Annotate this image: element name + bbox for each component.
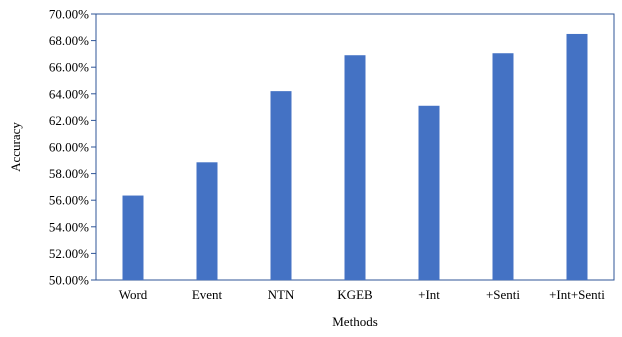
y-tick-label: 52.00%	[49, 246, 89, 261]
bar-kgeb	[344, 55, 366, 281]
bar-event	[196, 162, 218, 280]
bars-group	[122, 33, 588, 281]
y-tick-label: 62.00%	[49, 113, 89, 128]
x-tick-label: +Senti	[486, 287, 520, 302]
x-axis-title: Methods	[332, 314, 378, 329]
y-tick-label: 58.00%	[49, 166, 89, 181]
y-tick-label: 56.00%	[49, 193, 89, 208]
y-tick-label: 70.00%	[49, 7, 89, 22]
x-tick-label: KGEB	[337, 287, 373, 302]
x-tick-label: +Int	[418, 287, 440, 302]
x-tick-label: +Int+Senti	[549, 287, 605, 302]
bar-senti	[492, 53, 514, 280]
y-tick-label: 66.00%	[49, 60, 89, 75]
x-tick-label: Word	[119, 287, 148, 302]
y-axis-title: Accuracy	[8, 122, 23, 172]
y-tick-label: 64.00%	[49, 86, 89, 101]
bar-int-senti	[566, 33, 588, 281]
bar-int	[418, 105, 440, 281]
x-tick-label: NTN	[268, 287, 295, 302]
bar-word	[122, 195, 144, 280]
y-tick-label: 68.00%	[49, 33, 89, 48]
y-axis: 50.00% 52.00% 54.00% 56.00% 58.00% 60.00% 62.0…	[49, 7, 96, 288]
y-tick-label: 60.00%	[49, 140, 89, 155]
x-axis: Word Event NTN KGEB +Int +Senti +Int+Senti	[119, 287, 606, 302]
x-tick-label: Event	[192, 287, 223, 302]
y-tick-label: 54.00%	[49, 219, 89, 234]
y-tick-label: 50.00%	[49, 273, 89, 288]
bar-ntn	[270, 91, 292, 280]
